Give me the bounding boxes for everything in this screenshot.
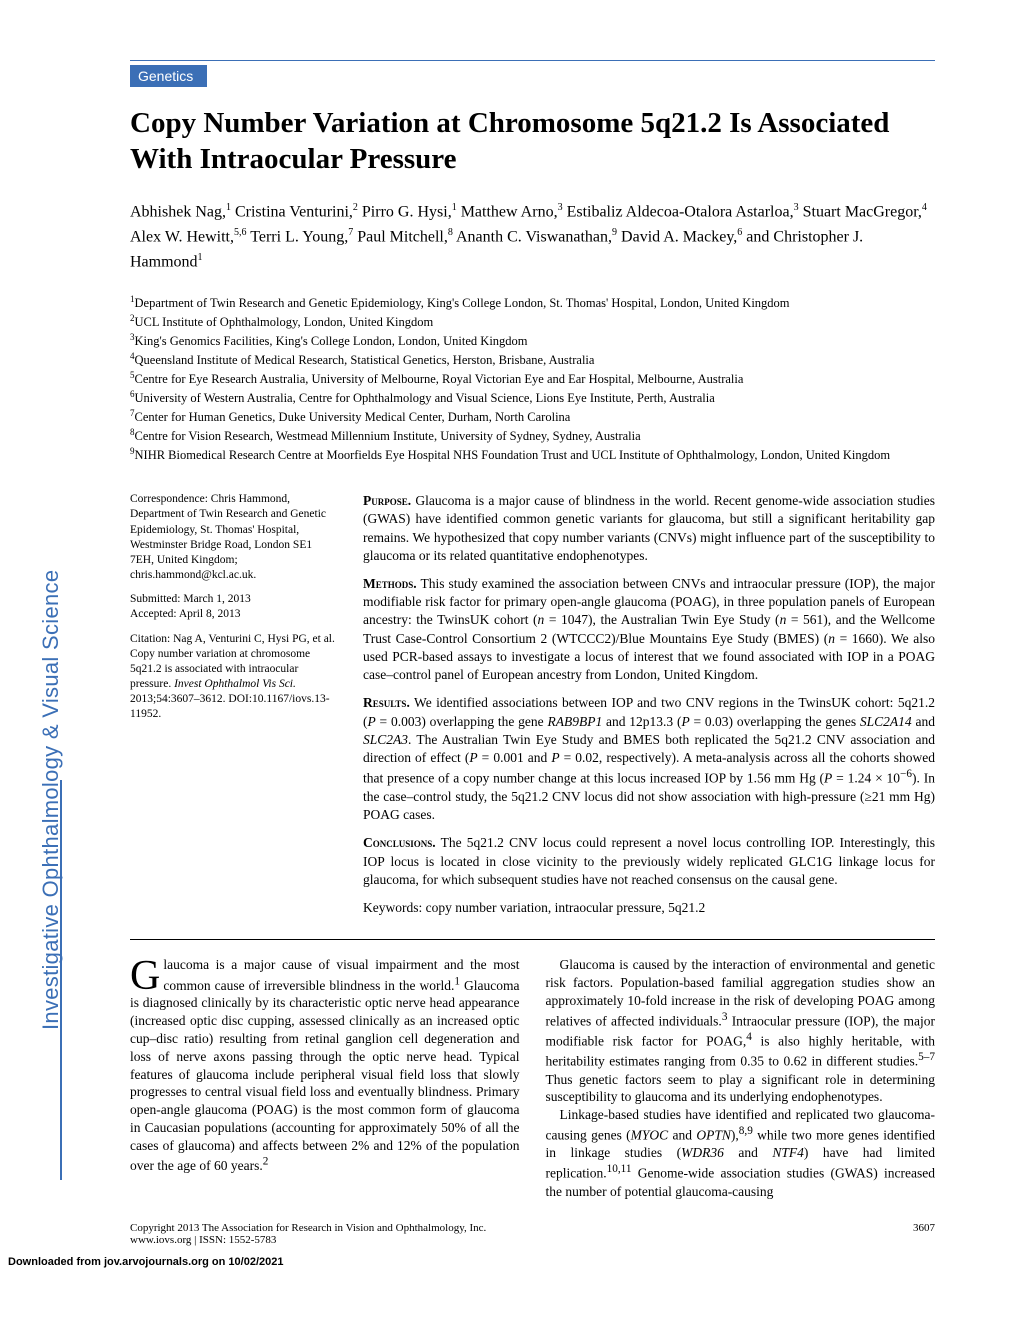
top-rule (130, 60, 935, 61)
correspondence: Correspondence: Chris Hammond, Departmen… (130, 492, 335, 583)
footer-left: Copyright 2013 The Association for Resea… (130, 1222, 486, 1246)
body-p3: Linkage-based studies have identified an… (546, 1106, 936, 1200)
download-note: Downloaded from jov.arvojournals.org on … (8, 1256, 283, 1268)
page-number: 3607 (913, 1222, 935, 1246)
submitted-date: Submitted: March 1, 2013 Accepted: April… (130, 592, 335, 622)
body-p1: Glaucoma is a major cause of visual impa… (130, 956, 520, 1175)
abstract-purpose: Purpose. Glaucoma is a major cause of bl… (363, 492, 935, 565)
article-title: Copy Number Variation at Chromosome 5q21… (130, 105, 935, 178)
page-content: Genetics Copy Number Variation at Chromo… (0, 0, 1020, 1276)
body-text: Glaucoma is a major cause of visual impa… (130, 956, 935, 1200)
citation: Citation: Nag A, Venturini C, Hysi PG, e… (130, 632, 335, 723)
left-meta-column: Correspondence: Chris Hammond, Departmen… (130, 492, 335, 927)
abstract-results: Results. We identified associations betw… (363, 694, 935, 824)
abstract-rule (130, 939, 935, 940)
abstract-column: Purpose. Glaucoma is a major cause of bl… (363, 492, 935, 927)
abstract-conclusions: Conclusions. The 5q21.2 CNV locus could … (363, 834, 935, 889)
meta-abstract-row: Correspondence: Chris Hammond, Departmen… (130, 492, 935, 927)
body-p2: Glaucoma is caused by the interaction of… (546, 956, 936, 1106)
authors-list: Abhishek Nag,1 Cristina Venturini,2 Pirr… (130, 200, 935, 275)
abstract-methods: Methods. This study examined the associa… (363, 575, 935, 684)
page-footer: Copyright 2013 The Association for Resea… (130, 1222, 935, 1246)
dropcap: G (130, 956, 163, 993)
affiliations-list: 1Department of Twin Research and Genetic… (130, 293, 935, 464)
abstract-keywords: Keywords: copy number variation, intraoc… (363, 899, 935, 917)
section-badge: Genetics (130, 65, 207, 87)
